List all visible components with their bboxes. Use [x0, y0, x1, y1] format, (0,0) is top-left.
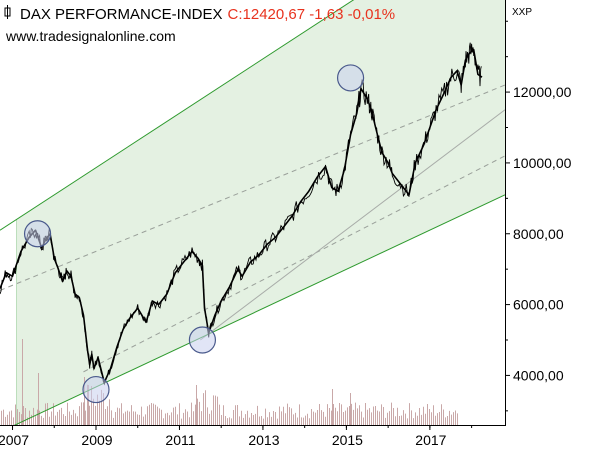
channel-fill	[16, 0, 505, 425]
channel-midline-upper	[0, 84, 505, 291]
channel-midline-lower	[83, 155, 505, 373]
price-series-detail	[0, 42, 482, 386]
y-tick-label: 6000,00	[513, 297, 564, 313]
x-tick-label: 2013	[248, 432, 279, 448]
highlight-circle	[336, 64, 365, 92]
y-tick-label: 10000,00	[513, 155, 572, 171]
price-layer	[0, 42, 483, 386]
x-tick-label: 2015	[332, 432, 363, 448]
x-tick-label: 2017	[415, 432, 446, 448]
trend-line	[200, 109, 505, 341]
y-tick-label: 8000,00	[513, 226, 564, 242]
guide-layer	[0, 0, 505, 425]
highlight-circle	[82, 375, 110, 404]
y-axis: 4000,00 6000,00 8000,00 10000,00 12000,00	[505, 20, 572, 412]
y-tick-label: 4000,00	[513, 367, 564, 383]
chart-title-line: DAX PERFORMANCE-INDEX C:12420,67 -1,63 -0…	[20, 6, 395, 23]
chart-title: DAX PERFORMANCE-INDEX	[20, 6, 223, 23]
source-url: www.tradesignalonline.com	[5, 28, 176, 44]
y-tick-label: 12000,00	[513, 84, 572, 100]
x-tick-label: 2011	[165, 432, 195, 448]
channel-layer	[16, 0, 505, 425]
highlight-circle	[23, 220, 52, 248]
currency-label: XXP	[512, 7, 532, 18]
x-tick-label: 2007	[0, 432, 29, 448]
highlight-circle	[188, 326, 217, 354]
price-quote: C:12420,67 -1,63 -0,01%	[228, 6, 396, 23]
highlight-layer	[23, 64, 365, 404]
x-axis: 2007 2009 2011 2013 2015 2017	[0, 425, 473, 448]
x-tick-label: 2009	[81, 432, 112, 448]
volume-layer	[1, 339, 458, 425]
channel-upper-line	[0, 0, 355, 231]
